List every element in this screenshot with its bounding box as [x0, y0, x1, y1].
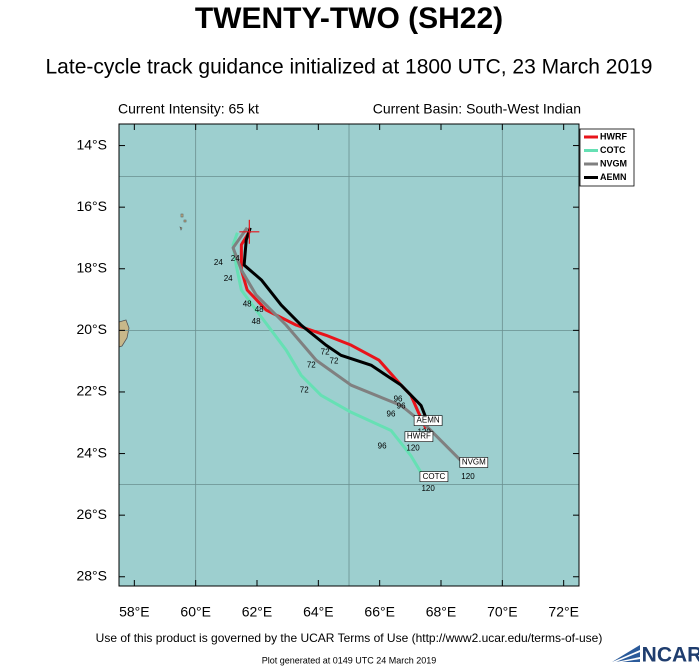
- hour-label: 120: [461, 472, 475, 481]
- y-tick-label: 26°S: [76, 506, 107, 522]
- island: [179, 213, 187, 231]
- hour-label: 72: [330, 356, 339, 365]
- basin: Current Basin: South-West Indian: [373, 101, 581, 117]
- hour-label: 96: [394, 394, 403, 403]
- hour-label: 24: [214, 258, 223, 267]
- hour-label: 48: [255, 305, 264, 314]
- end-label: NVGM: [462, 458, 486, 467]
- end-label: AEMN: [417, 416, 440, 425]
- chart-title: TWENTY-TWO (SH22): [195, 2, 503, 35]
- hour-label: 24: [224, 274, 233, 283]
- x-tick-label: 70°E: [487, 604, 518, 620]
- y-tick-label: 24°S: [76, 444, 107, 460]
- x-tick-label: 66°E: [364, 604, 395, 620]
- hour-label: 120: [406, 444, 420, 453]
- y-tick-label: 20°S: [76, 321, 107, 337]
- hour-label: 48: [243, 299, 252, 308]
- logo-mark: [612, 645, 640, 662]
- y-tick-label: 14°S: [76, 136, 107, 152]
- hour-label: 72: [300, 386, 309, 395]
- end-label-box: [413, 415, 443, 426]
- y-tick-label: 22°S: [76, 383, 107, 399]
- footer: Use of this product is governed by the U…: [96, 631, 603, 645]
- hour-label: 24: [231, 254, 240, 263]
- x-tick-label: 62°E: [242, 604, 273, 620]
- hour-label: 96: [397, 402, 406, 411]
- end-label-box: [459, 457, 489, 468]
- x-tick-label: 60°E: [180, 604, 211, 620]
- hour-label: 120: [421, 484, 435, 493]
- hour-label: 72: [307, 360, 316, 369]
- track: [231, 232, 428, 482]
- y-tick-label: 16°S: [76, 198, 107, 214]
- chart-subtitle: Late-cycle track guidance initialized at…: [46, 56, 653, 79]
- legend-label: HWRF: [600, 131, 627, 141]
- x-tick-label: 68°E: [426, 604, 457, 620]
- hour-label: 48: [252, 317, 261, 326]
- legend-label: AEMN: [600, 172, 627, 182]
- end-label-box: [404, 431, 434, 442]
- end-label: HWRF: [407, 432, 431, 441]
- y-tick-label: 28°S: [76, 567, 107, 583]
- end-label: COTC: [423, 472, 446, 481]
- logo: NCAR: [642, 644, 699, 667]
- hour-label: 96: [387, 410, 396, 419]
- y-tick-label: 18°S: [76, 259, 107, 275]
- legend-label: COTC: [600, 145, 626, 155]
- hour-label: 72: [321, 347, 330, 356]
- end-label-box: [419, 471, 449, 482]
- generated: Plot generated at 0149 UTC 24 March 2019: [262, 655, 437, 665]
- x-tick-label: 64°E: [303, 604, 334, 620]
- legend-label: NVGM: [600, 158, 627, 168]
- x-tick-label: 58°E: [119, 604, 150, 620]
- x-tick-label: 72°E: [548, 604, 579, 620]
- intensity: Current Intensity: 65 kt: [118, 101, 259, 117]
- track: [242, 227, 431, 427]
- plot-frame: [118, 123, 580, 587]
- track: [231, 226, 462, 462]
- hour-label: 96: [378, 442, 387, 451]
